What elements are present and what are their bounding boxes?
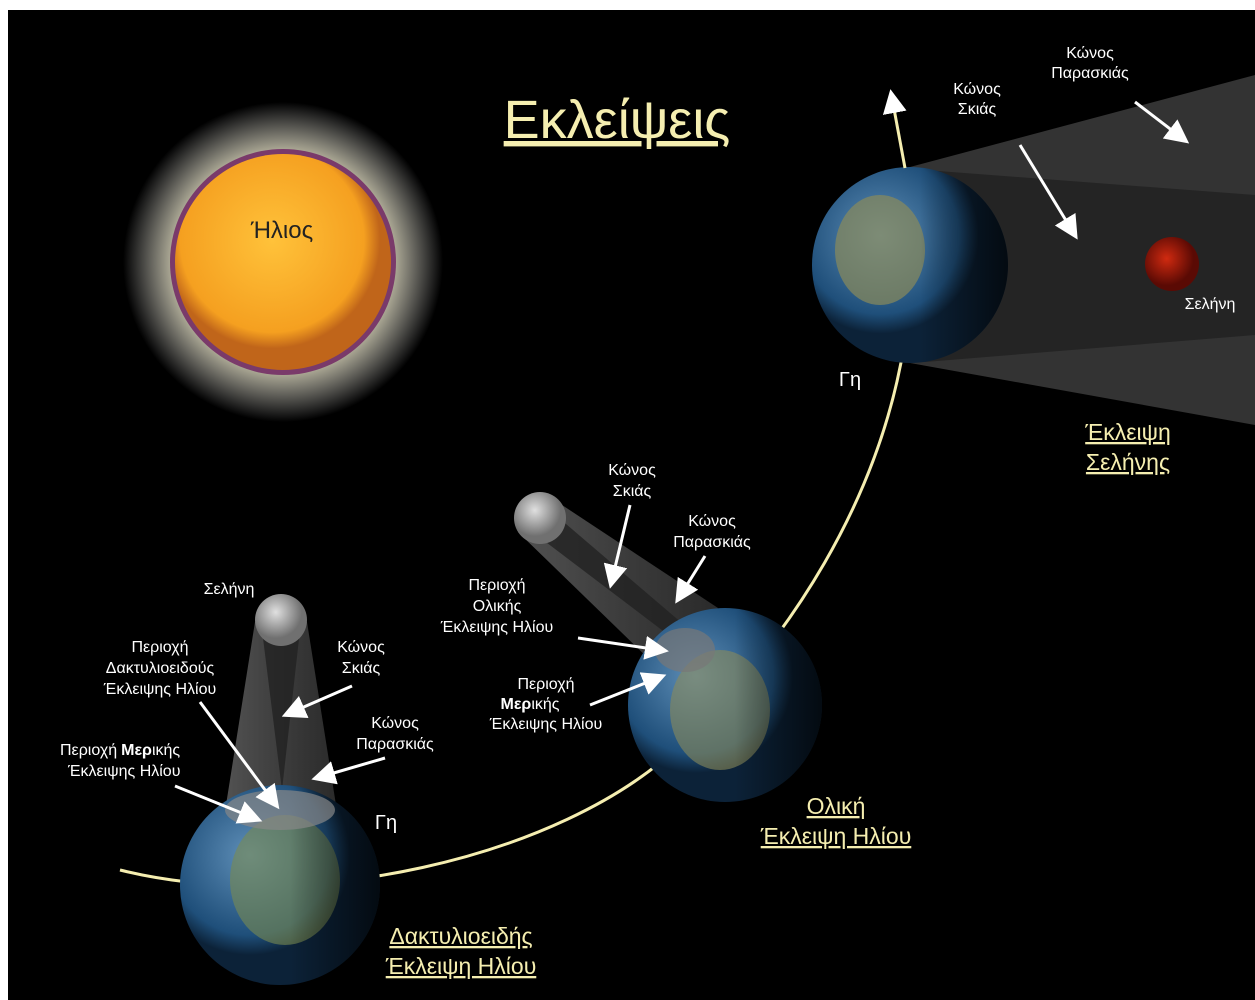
label: Κώνος Παρασκιάς [1051,45,1129,82]
label: Κώνος Σκιάς [337,639,385,677]
arrow [882,89,907,169]
arrow [198,701,280,810]
label: Γη [375,812,397,834]
moon [255,594,307,646]
moon [514,492,566,544]
umbra-cone [262,630,300,790]
shadow-area [655,628,715,672]
earth-shade [628,608,822,802]
earth-shade [180,785,380,985]
arrow [589,672,667,707]
arrow [281,684,353,719]
label: Σελήνη [204,581,255,598]
caption: Δακτυλιοειδής Έκλειψη Ηλίου [385,923,537,979]
arrow [174,784,263,824]
arrow [675,555,707,604]
label: Κώνος Παρασκιάς [356,715,434,753]
arrow [1134,100,1190,144]
arrow [1018,144,1078,240]
caption: Ολική Έκλειψη Ηλίου [760,793,912,849]
label: Περιοχή Μερικής Έκλειψης Ηλίου [60,742,180,780]
shadow-area [225,790,335,830]
title: Εκλείψεις [504,90,731,150]
sun-label: Ήλιος [250,217,313,244]
sun [175,154,391,370]
label: Κώνος Παρασκιάς [673,513,751,551]
label: Κώνος Σκιάς [953,81,1001,118]
label: Κώνος Σκιάς [608,462,656,500]
label: Γη [839,369,861,391]
arrow [577,635,669,660]
label: Περιοχή Μερικής Έκλειψης Ηλίου [489,676,602,733]
label: Σελήνη [1185,296,1236,313]
umbra-cone [925,170,1255,362]
arrow [311,756,386,785]
caption: Έκλειψη Σελήνης [1084,419,1171,475]
label: Περιοχή Ολικής Έκλειψης Ηλίου [440,577,553,636]
earth-shade [812,167,1008,363]
red-moon [1145,237,1199,291]
arrow [603,504,632,589]
label: Περιοχή Δακτυλιοειδούς Έκλειψης Ηλίου [103,639,216,698]
